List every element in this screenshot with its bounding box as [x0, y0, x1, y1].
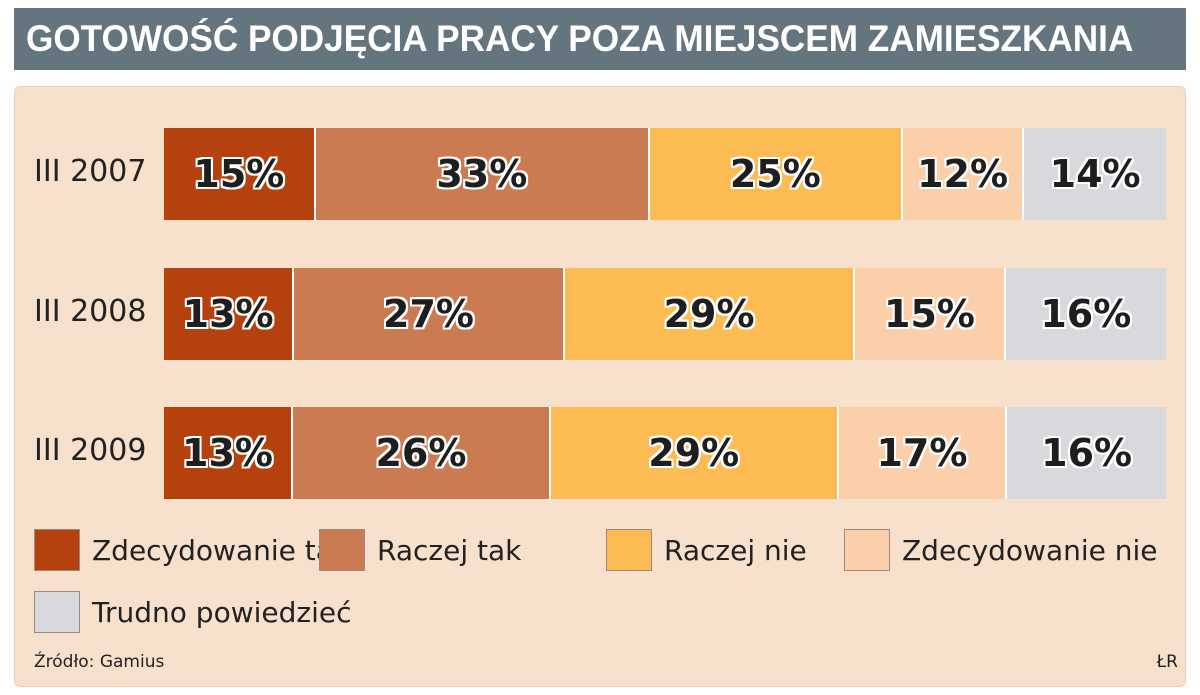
bar-segment: 25%: [649, 128, 903, 220]
legend-item: Zdecydowanie tak: [34, 529, 349, 571]
bar-row: 15% 33% 25% 12% 14%: [164, 128, 1166, 220]
legend-swatch: [606, 529, 652, 571]
bar-segment: 27%: [294, 268, 565, 360]
data-label: 25%: [729, 152, 821, 196]
data-label: 16%: [1041, 431, 1133, 475]
chart-title: GOTOWOŚĆ PODJĘCIA PRACY POZA MIEJSCEM ZA…: [26, 18, 1134, 59]
legend-item: Raczej nie: [606, 529, 807, 571]
legend-swatch: [319, 529, 365, 571]
data-label: 12%: [917, 152, 1009, 196]
data-label: 16%: [1040, 292, 1132, 336]
bar-segment: 26%: [292, 407, 551, 499]
bar-segment: 12%: [902, 128, 1025, 220]
data-label: 14%: [1049, 152, 1141, 196]
author-credit: ŁR: [1156, 652, 1178, 672]
source-note: Źródło: Gamius: [34, 652, 165, 672]
bar-segment: 14%: [1024, 128, 1166, 220]
data-label: 15%: [884, 292, 975, 336]
legend-item: Trudno powiedzieć: [34, 591, 351, 633]
data-label: 17%: [876, 431, 968, 475]
legend-swatch: [844, 529, 890, 571]
legend-label: Raczej nie: [664, 533, 807, 567]
data-label: 26%: [375, 431, 467, 475]
data-label: 27%: [383, 292, 474, 336]
legend-label: Zdecydowanie tak: [92, 533, 350, 567]
legend-swatch: [34, 529, 80, 571]
bar-segment: 15%: [855, 268, 1006, 360]
bar-row: 13% 27% 29% 15% 16%: [164, 268, 1166, 360]
bar-segment: 17%: [838, 407, 1008, 499]
bar-row: 13% 26% 29% 17% 16%: [164, 407, 1166, 499]
data-label: 29%: [663, 292, 755, 336]
bar-segment: 15%: [164, 128, 316, 220]
legend-label: Zdecydowanie nie: [902, 533, 1158, 567]
bar-segment: 29%: [564, 268, 856, 360]
bar-segment: 13%: [164, 407, 293, 499]
bar-segment: 16%: [1005, 268, 1166, 360]
row-label: III 2008: [34, 294, 147, 329]
bar-segment: 16%: [1007, 407, 1166, 499]
bar-segment: 13%: [164, 268, 295, 360]
data-label: 33%: [436, 152, 528, 196]
legend-item: Raczej tak: [319, 529, 521, 571]
legend-label: Trudno powiedzieć: [92, 595, 352, 629]
row-label: III 2007: [34, 154, 147, 189]
data-label: 13%: [182, 292, 274, 336]
row-label: III 2009: [34, 433, 147, 468]
data-label: 13%: [182, 431, 273, 475]
legend-item: Zdecydowanie nie: [844, 529, 1158, 571]
data-label: 29%: [648, 431, 740, 475]
legend-swatch: [34, 591, 80, 633]
data-label: 15%: [193, 152, 285, 196]
bar-segment: 29%: [550, 407, 839, 499]
bar-segment: 33%: [315, 128, 650, 220]
legend-label: Raczej tak: [377, 533, 522, 567]
title-bar: GOTOWOŚĆ PODJĘCIA PRACY POZA MIEJSCEM ZA…: [14, 8, 1186, 70]
